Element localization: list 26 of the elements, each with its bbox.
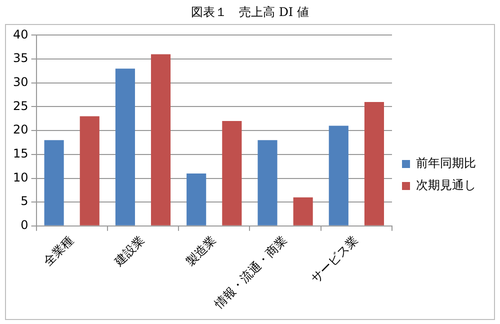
x-tick-label: 製造業: [183, 233, 218, 269]
legend-label: 次期見通し: [416, 178, 476, 192]
x-tick-label: サービス業: [308, 233, 361, 286]
chart-title: 図表１ 売上高 DI 値: [190, 4, 310, 21]
y-tick-label: 0: [20, 218, 28, 232]
bar: [258, 140, 278, 226]
y-tick-label: 35: [12, 51, 28, 66]
bar: [80, 116, 100, 226]
x-tick-label: 建設業: [111, 233, 148, 270]
legend-label: 前年同期比: [416, 156, 476, 170]
bar: [328, 126, 348, 226]
y-tick-label: 40: [12, 27, 28, 42]
y-tick-label: 25: [12, 98, 28, 113]
bar: [115, 68, 135, 226]
bar: [293, 197, 313, 226]
bar: [222, 121, 242, 226]
y-tick-label: 30: [12, 75, 28, 90]
y-tick-label: 20: [12, 122, 28, 137]
x-tick-label: 全業種: [40, 233, 76, 269]
y-tick-label: 5: [20, 194, 28, 208]
y-tick-label: 15: [12, 146, 28, 161]
bar: [150, 54, 171, 226]
bar: [44, 140, 64, 226]
y-tick-label: 10: [12, 170, 28, 184]
bar: [364, 102, 384, 226]
bar: [186, 173, 206, 226]
